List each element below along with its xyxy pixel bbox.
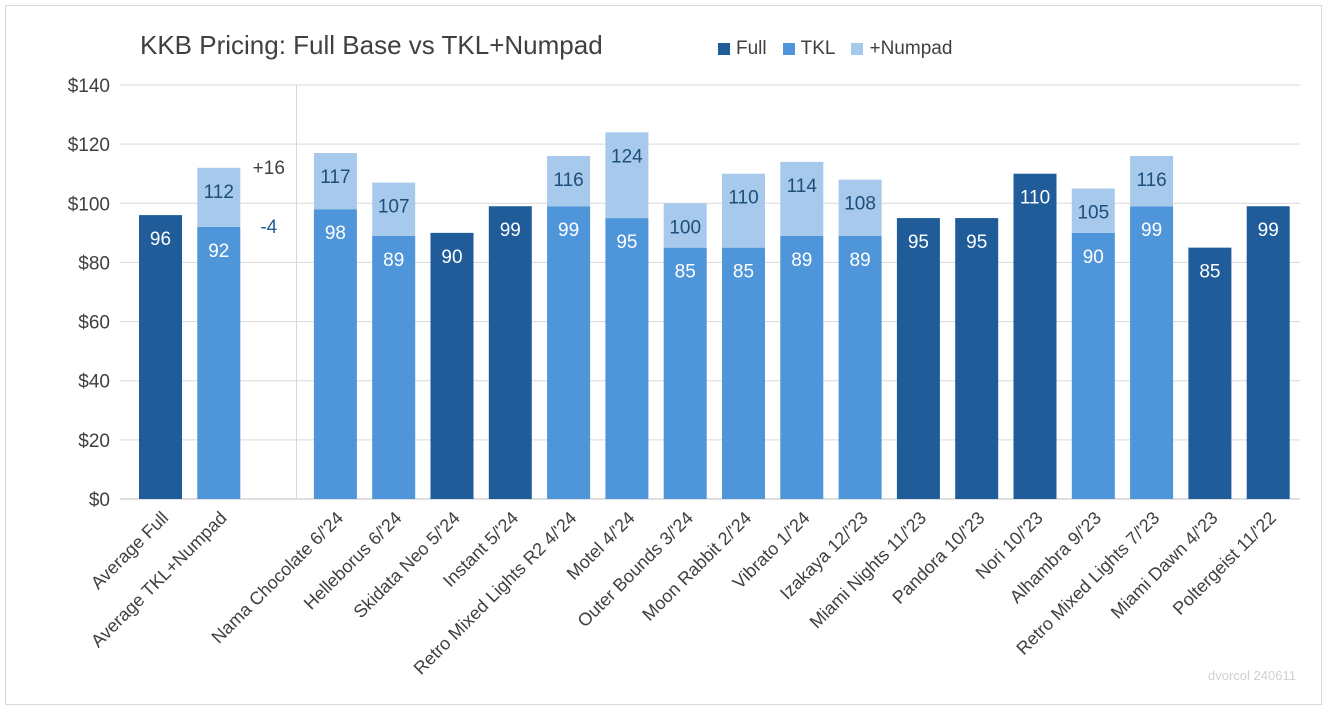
bar-numpad (605, 132, 649, 219)
data-label-tkl: 89 (850, 250, 871, 271)
data-label-total: 100 (669, 217, 701, 238)
data-label-total: 117 (320, 167, 350, 188)
data-label-total: 124 (611, 146, 643, 167)
legend-swatch-full (718, 43, 730, 55)
bar-tkl (197, 226, 241, 499)
bar-full (1013, 173, 1057, 499)
legend-swatch-tkl (782, 43, 795, 55)
data-label-total: 107 (378, 197, 410, 218)
data-label-full: 99 (1258, 220, 1279, 241)
data-label-full: 99 (500, 220, 521, 241)
bar-numpad (722, 173, 765, 248)
data-label-total: 116 (1136, 170, 1166, 191)
chart-legend: Full TKL +Numpad (718, 38, 952, 60)
bar-tkl (663, 247, 707, 499)
bar-numpad (547, 155, 591, 207)
data-label-total: 114 (787, 176, 818, 197)
bar-tkl (313, 209, 357, 499)
x-tick-label: Poltergeist 11/'22 (1169, 508, 1280, 619)
bar-numpad (663, 203, 707, 248)
bar-tkl (605, 218, 649, 500)
bar-full (1246, 206, 1290, 499)
x-tick-label: Moon Rabbit 2/'24 (638, 508, 755, 625)
watermark: dvorcol 240611 (1208, 668, 1296, 683)
x-tick-label: Skidata Neo 5/'24 (350, 508, 464, 622)
bar-numpad (197, 167, 241, 227)
y-tick-label: $0 (89, 490, 110, 511)
y-tick-label: $140 (68, 76, 110, 97)
y-tick-label: $120 (68, 135, 110, 156)
bar-full (430, 232, 474, 499)
legend-item-tkl: TKL (782, 38, 836, 60)
bar-tkl (1071, 232, 1115, 499)
legend-label-numpad: +Numpad (869, 38, 953, 59)
bar-full (1188, 247, 1232, 499)
data-label-full: 96 (150, 229, 171, 250)
x-tick-label: Helleborus 6/'24 (300, 508, 406, 614)
data-label-total: 116 (553, 170, 583, 191)
bar-tkl (547, 206, 591, 499)
data-label-tkl: 85 (733, 262, 754, 283)
bar-numpad (1130, 155, 1174, 207)
chart-title: KKB Pricing: Full Base vs TKL+Numpad (140, 30, 603, 60)
data-label-tkl: 95 (616, 232, 637, 253)
data-label-tkl: 98 (325, 223, 346, 244)
data-label-full: 95 (966, 232, 987, 253)
data-label-full: 85 (1199, 262, 1220, 283)
data-label-tkl: 90 (1083, 247, 1104, 268)
data-label-total: 105 (1077, 203, 1109, 224)
bar-numpad (372, 182, 416, 236)
data-label-full: 95 (908, 232, 929, 253)
legend-item-full: Full (718, 38, 767, 60)
bar-tkl (1130, 206, 1174, 499)
data-label-total: 110 (728, 188, 758, 209)
data-label-tkl: 99 (558, 220, 579, 241)
data-label-tkl: 85 (675, 262, 696, 283)
annotation-label: +16 (253, 158, 285, 179)
data-label-total: 112 (204, 182, 234, 203)
y-tick-label: $60 (78, 313, 110, 334)
bar-numpad (838, 179, 882, 236)
y-tick-label: $100 (68, 194, 110, 215)
bar-full (955, 218, 999, 500)
bar-full (896, 218, 940, 500)
y-tick-label: $20 (78, 431, 110, 452)
bar-tkl (722, 247, 765, 499)
data-label-full: 90 (441, 247, 462, 268)
annotation-label: -4 (260, 217, 277, 238)
bar-numpad (313, 153, 357, 210)
bar-tkl (372, 235, 416, 500)
x-tick-label: Miami Dawn 4/'23 (1107, 508, 1222, 623)
data-label-total: 108 (844, 194, 876, 215)
bar-tkl (780, 235, 824, 500)
bar-full (139, 215, 182, 499)
legend-label-full: Full (736, 38, 767, 59)
y-tick-label: $40 (78, 372, 110, 393)
data-label-full: 110 (1020, 188, 1050, 209)
legend-label-tkl: TKL (800, 38, 836, 59)
data-label-tkl: 99 (1141, 220, 1162, 241)
y-tick-label: $80 (78, 253, 110, 274)
data-label-tkl: 92 (208, 241, 229, 262)
legend-item-numpad: +Numpad (851, 38, 952, 60)
bar-full (488, 206, 532, 499)
bar-tkl (838, 235, 882, 500)
bar-numpad (1071, 188, 1115, 233)
data-label-tkl: 89 (791, 250, 812, 271)
bar-numpad (780, 161, 824, 236)
data-label-tkl: 89 (383, 250, 404, 271)
legend-swatch-numpad (851, 43, 864, 55)
